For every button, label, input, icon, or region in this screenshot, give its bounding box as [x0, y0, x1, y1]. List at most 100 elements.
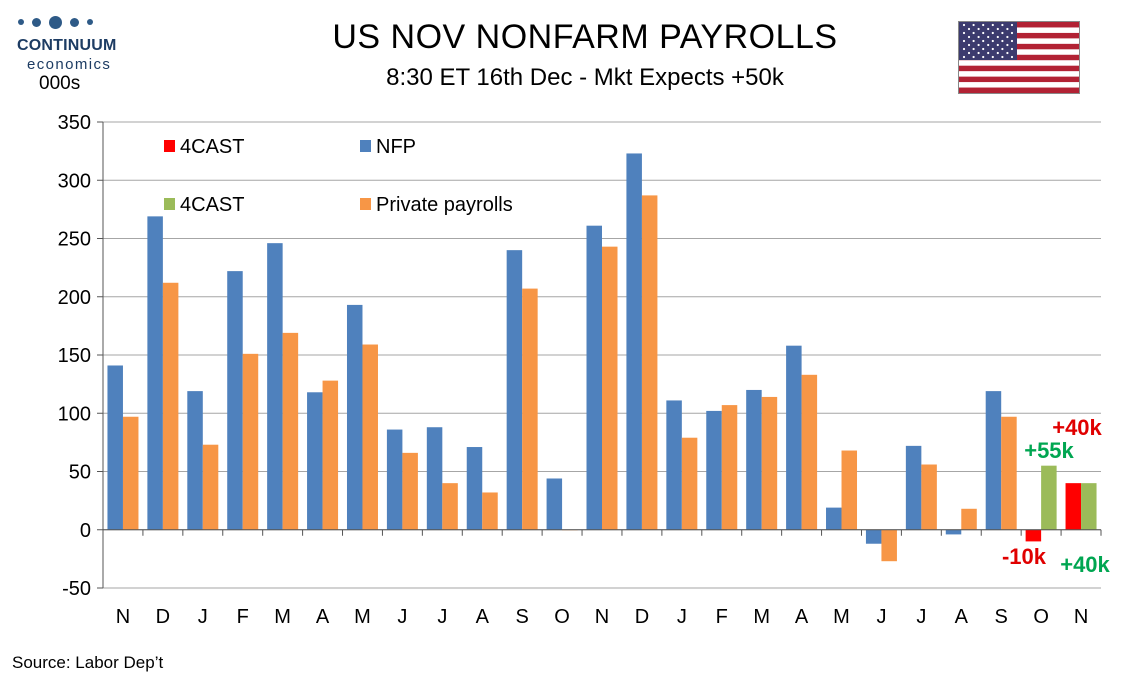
bar — [961, 508, 977, 530]
legend-swatch — [164, 140, 175, 152]
logo-dot — [49, 15, 62, 29]
bar — [586, 225, 602, 530]
legend-label: 4CAST — [180, 194, 244, 216]
bar — [227, 271, 243, 530]
bar — [1081, 483, 1097, 530]
flag-star — [962, 55, 966, 59]
flag-star — [977, 27, 980, 31]
flag-star — [972, 47, 975, 51]
flag-star — [972, 55, 975, 59]
y-tick-label: 200 — [58, 287, 91, 309]
logo-subtext: economics — [27, 56, 112, 73]
y-tick-label: 350 — [58, 112, 91, 134]
flag-star — [1010, 23, 1014, 27]
flag-stripe — [959, 76, 1079, 83]
bar — [945, 529, 962, 535]
bar — [122, 416, 139, 530]
flag-star — [987, 43, 990, 47]
flag-star — [982, 39, 985, 43]
bar — [1001, 416, 1017, 530]
flag-star — [1006, 35, 1009, 39]
flag-star — [1001, 31, 1004, 35]
flag-star — [972, 23, 975, 27]
x-tick-label: J — [916, 606, 926, 628]
bar — [905, 445, 922, 530]
bar — [162, 282, 179, 530]
x-tick-label: M — [274, 606, 291, 628]
x-tick-label: O — [1033, 606, 1049, 628]
bar — [147, 216, 163, 530]
flag-star — [1001, 23, 1004, 27]
legend-swatch — [360, 140, 371, 152]
flag-star — [996, 43, 999, 47]
flag-stripe — [959, 65, 1079, 72]
x-tick-label: J — [397, 606, 407, 628]
bar — [681, 437, 698, 530]
flag-star — [1001, 55, 1004, 59]
flag-star — [987, 35, 990, 39]
bar — [362, 344, 378, 530]
x-tick-label: S — [515, 606, 528, 628]
flag-star — [977, 51, 980, 55]
units-label: 000s — [39, 73, 81, 94]
bar — [985, 391, 1002, 530]
bar — [522, 288, 538, 530]
forecast-annotation: +55k — [1024, 438, 1074, 463]
flag-star — [996, 27, 999, 31]
bar — [865, 529, 882, 544]
flag-star — [962, 47, 966, 51]
bar — [442, 483, 458, 530]
flag-star — [1010, 31, 1014, 35]
flag-star — [967, 35, 971, 39]
x-tick-label: J — [677, 606, 687, 628]
bar — [242, 353, 259, 530]
bar — [426, 427, 443, 530]
flag-star — [1006, 43, 1009, 47]
flag-star — [991, 23, 994, 27]
bar — [841, 450, 858, 530]
x-tick-label: N — [1074, 606, 1088, 628]
flag-stripe — [959, 32, 1079, 39]
flag-stripe — [959, 54, 1079, 61]
legend-swatch — [164, 198, 175, 210]
flag-star — [982, 31, 985, 35]
x-tick-label: O — [554, 606, 570, 628]
x-tick-label: J — [437, 606, 447, 628]
bar — [506, 250, 523, 530]
flag-star — [991, 31, 994, 35]
us-flag-icon — [958, 21, 1080, 94]
flag-star — [967, 51, 971, 55]
bar — [187, 391, 203, 530]
bar — [346, 304, 363, 530]
logo-dot — [87, 19, 93, 25]
logo-dot — [70, 17, 79, 27]
x-tick-label: M — [753, 606, 770, 628]
flag-star — [962, 39, 966, 43]
flag-star — [1006, 27, 1009, 31]
legend-label: 4CAST — [180, 136, 244, 158]
x-tick-label: N — [116, 606, 130, 628]
chart-subtitle: 8:30 ET 16th Dec - Mkt Expects +50k — [386, 64, 784, 91]
logo-dot — [18, 19, 24, 25]
x-tick-label: M — [833, 606, 850, 628]
x-tick-label: D — [635, 606, 649, 628]
bar — [746, 389, 762, 530]
bar — [466, 447, 483, 530]
x-tick-label: D — [156, 606, 170, 628]
flag-stripe — [959, 43, 1079, 50]
x-tick-label: A — [795, 606, 809, 628]
flag-star — [982, 47, 985, 51]
flag-star — [1001, 47, 1004, 51]
flag-star — [1006, 51, 1009, 55]
flag-star — [987, 27, 990, 31]
chart-title: US NOV NONFARM PAYROLLS — [332, 18, 838, 56]
forecast-annotation: -10k — [1002, 544, 1047, 569]
bar — [721, 405, 738, 530]
flag-star — [1010, 55, 1014, 59]
logo-dots — [12, 14, 132, 30]
flag-star — [996, 35, 999, 39]
flag-star — [991, 39, 994, 43]
bar — [546, 478, 563, 530]
flag-star — [991, 55, 994, 59]
x-tick-label: A — [316, 606, 330, 628]
